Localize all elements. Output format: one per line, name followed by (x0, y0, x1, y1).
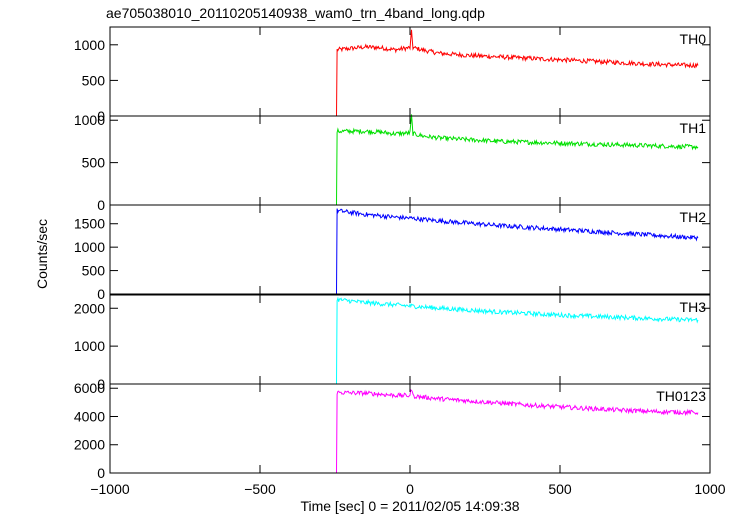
y-tick-label: 1500 (74, 216, 105, 232)
y-tick-label: 0 (97, 376, 105, 392)
y-tick-label: 4000 (74, 408, 105, 424)
x-axis: −1000 −500 0 500 1000 (90, 481, 725, 497)
y-tick-label: 0 (97, 286, 105, 302)
panel-th0123: 0 2000 4000 6000 TH0123 (74, 380, 711, 481)
y-tick-label: 2000 (74, 300, 105, 316)
panel-th1: 0 500 1000 TH1 (74, 112, 711, 213)
panel-frame (109, 204, 711, 295)
panel-frame (109, 26, 711, 117)
y-tick-label: 1000 (74, 239, 105, 255)
series-line-th0123 (122, 389, 699, 474)
series-line-th3 (122, 296, 699, 385)
panel-th0: 0 500 1000 TH0 (74, 26, 711, 124)
y-tick-label: 1000 (74, 37, 105, 53)
x-tick-label: 1000 (694, 481, 725, 497)
y-tick-label: 6000 (74, 380, 105, 396)
panel-th2: 0 500 1000 1500 TH2 (74, 204, 711, 302)
y-tick-label: 0 (97, 108, 105, 124)
y-tick-label: 500 (82, 72, 106, 88)
series-line-th1 (122, 114, 699, 206)
y-tick-label: 2000 (74, 437, 105, 453)
x-tick-label: −1000 (90, 481, 130, 497)
panel-label: TH2 (680, 209, 707, 225)
panel-label: TH0123 (656, 388, 706, 404)
x-tick-label: −500 (244, 481, 276, 497)
panel-frame (109, 383, 711, 474)
panel-label: TH3 (680, 299, 707, 315)
panel-frame (109, 294, 711, 385)
x-axis-label: Time [sec] 0 = 2011/02/05 14:09:38 (300, 498, 519, 514)
panel-th3: 0 1000 2000 TH3 (74, 294, 711, 392)
panel-label: TH0 (680, 31, 707, 47)
y-tick-label: 0 (97, 465, 105, 481)
x-tick-label: 500 (548, 481, 572, 497)
panel-label: TH1 (680, 120, 707, 136)
y-tick-label: 1000 (74, 338, 105, 354)
y-tick-label: 500 (82, 155, 106, 171)
chart-title: ae705038010_20110205140938_wam0_trn_4ban… (106, 5, 485, 21)
y-tick-label: 0 (97, 197, 105, 213)
y-tick-label: 1000 (74, 112, 105, 128)
y-axis-label: Counts/sec (34, 219, 50, 289)
x-tick-label: 0 (406, 481, 414, 497)
series-line-th0 (122, 29, 699, 117)
y-tick-label: 500 (82, 263, 106, 279)
series-line-th2 (122, 208, 699, 295)
